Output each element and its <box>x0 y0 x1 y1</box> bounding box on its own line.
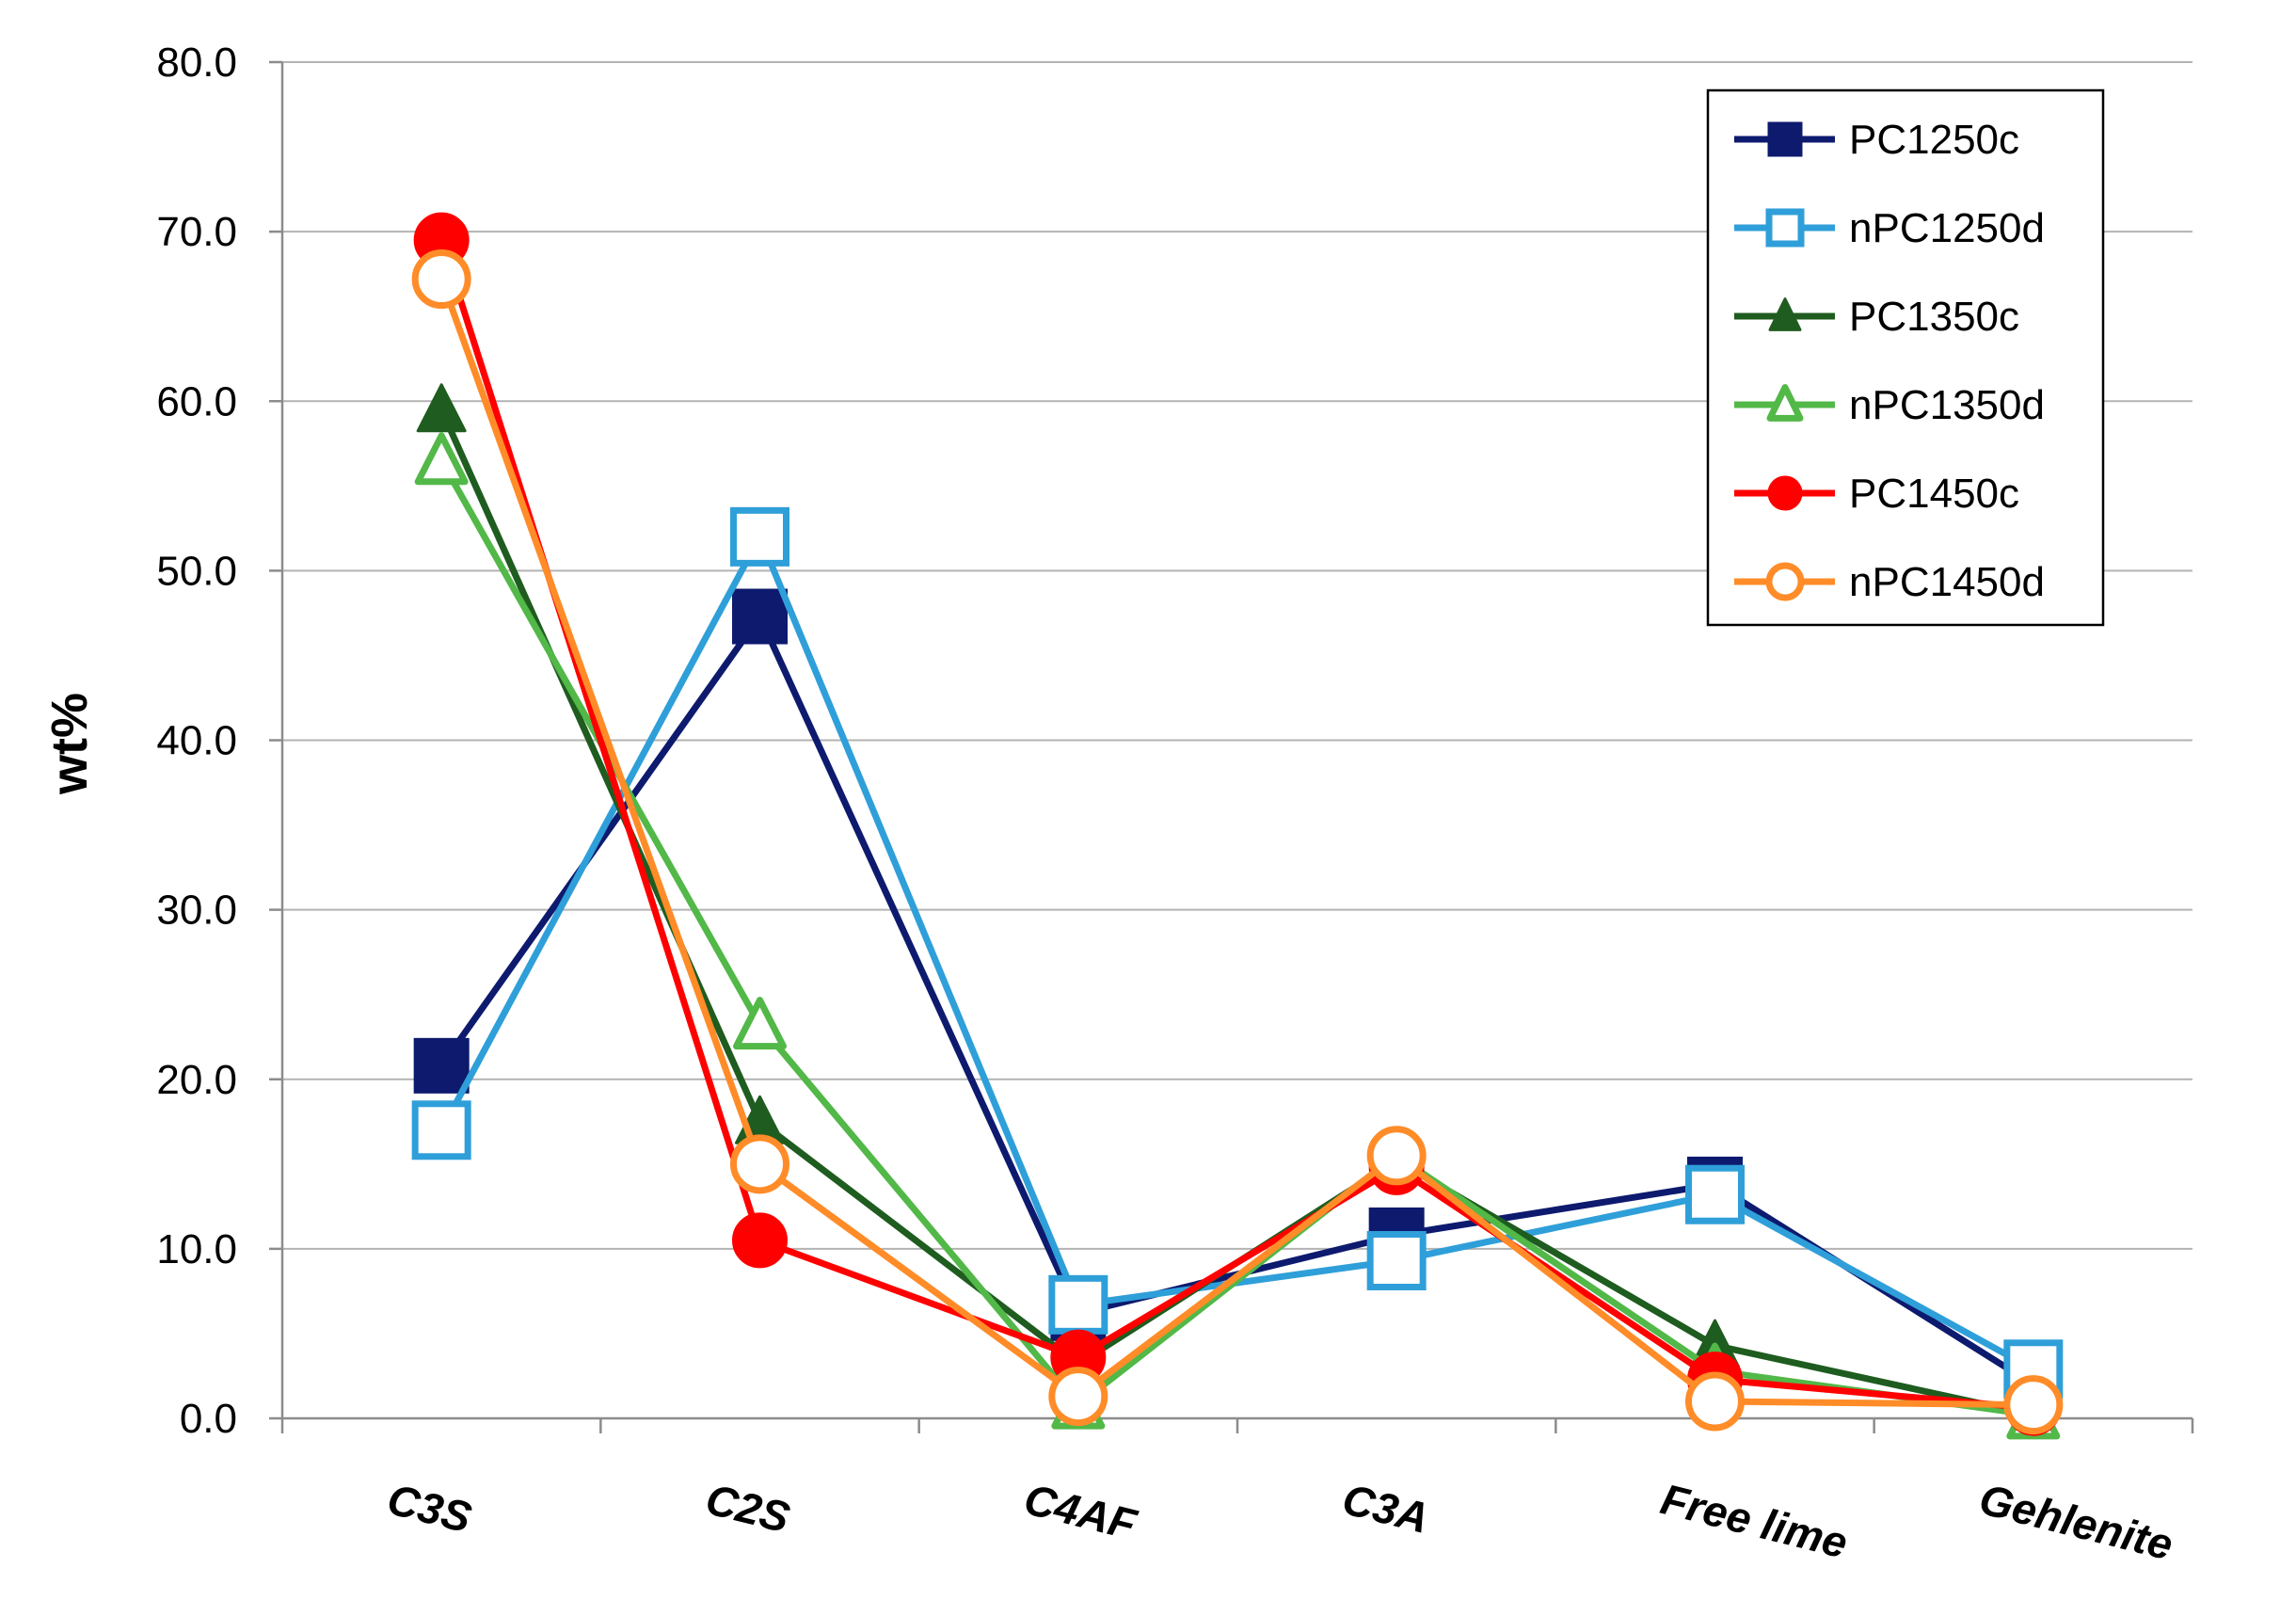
legend-label: PC1450c <box>1849 471 2019 517</box>
data-point-circle <box>1685 1371 1745 1432</box>
data-point-triangle <box>414 432 469 486</box>
x-tick-labels: C3S C2S C4AF C3A Free lime Gehlenite <box>383 1474 2178 1569</box>
y-tick-label: 10.0 <box>156 1226 237 1272</box>
series-line <box>438 533 2035 1372</box>
legend-label: PC1250c <box>1849 117 2019 163</box>
data-point-triangle <box>733 997 787 1050</box>
legend-item: nPC1350d <box>1734 382 2045 428</box>
legend-marker-triangle <box>1766 384 1804 422</box>
legend-marker-square <box>1765 208 1805 248</box>
data-point-square <box>730 506 789 567</box>
legend-label: nPC1250d <box>1849 205 2045 251</box>
y-tick-label: 20.0 <box>156 1057 237 1103</box>
legend-item: nPC1250d <box>1734 205 2045 251</box>
legend-item: nPC1450d <box>1734 559 2045 605</box>
x-tick-label: C3S <box>383 1474 477 1542</box>
legend-marker-circle <box>1765 562 1805 601</box>
x-tick-label: Gehlenite <box>1974 1474 2177 1569</box>
data-point-square <box>411 1100 471 1160</box>
series-line <box>438 239 2034 1412</box>
series-nPC1450d <box>411 249 2064 1435</box>
legend-label: nPC1450d <box>1849 559 2045 605</box>
data-point-circle <box>2003 1375 2064 1435</box>
legend-item: PC1250c <box>1734 117 2019 163</box>
data-point-circle <box>1366 1126 1427 1186</box>
data-point-square <box>732 588 788 645</box>
series-line <box>438 278 2033 1409</box>
data-point-triangle <box>416 383 467 433</box>
series-line <box>438 458 2034 1418</box>
data-point-circle <box>411 249 471 310</box>
y-tick-labels: 0.0 10.0 20.0 30.0 40.0 50.0 60.0 70.0 80.0 <box>156 40 237 1442</box>
legend-box <box>1706 88 2105 627</box>
x-tick-label: C2S <box>701 1474 795 1542</box>
y-tick-label: 80.0 <box>156 40 237 86</box>
legend-label: nPC1350d <box>1849 382 2045 428</box>
legend-marker-triangle <box>1768 297 1802 331</box>
x-tick-label: C4AF <box>1019 1474 1142 1549</box>
data-point-circle <box>730 1134 789 1194</box>
legend-marker-circle <box>1767 475 1803 511</box>
data-point-square <box>1685 1164 1745 1224</box>
y-tick-label: 0.0 <box>180 1396 237 1442</box>
legend-item: PC1450c <box>1734 471 2019 517</box>
y-tick-label: 70.0 <box>156 209 237 255</box>
y-tick-label: 50.0 <box>156 548 237 594</box>
y-axis-title: wt% <box>41 693 98 795</box>
axes <box>269 60 2194 1433</box>
data-point-circle <box>1048 1367 1108 1427</box>
y-tick-label: 30.0 <box>156 888 237 934</box>
y-tick-label: 40.0 <box>156 718 237 764</box>
data-point-circle <box>732 1212 788 1269</box>
data-point-square <box>413 1037 470 1094</box>
y-tick-label: 60.0 <box>156 378 237 424</box>
data-point-square <box>1048 1274 1108 1335</box>
legend-label: PC1350c <box>1849 294 2019 340</box>
legend-item: PC1350c <box>1734 294 2019 340</box>
legend-marker-square <box>1767 121 1803 157</box>
x-tick-label: Free lime <box>1656 1474 1853 1567</box>
data-point-square <box>1366 1230 1427 1290</box>
series-group <box>411 212 2064 1440</box>
x-tick-label: C3A <box>1338 1474 1434 1543</box>
legend: PC1250c nPC1250d PC1350c nPC1350d PC1450c nPC… <box>1706 88 2105 627</box>
